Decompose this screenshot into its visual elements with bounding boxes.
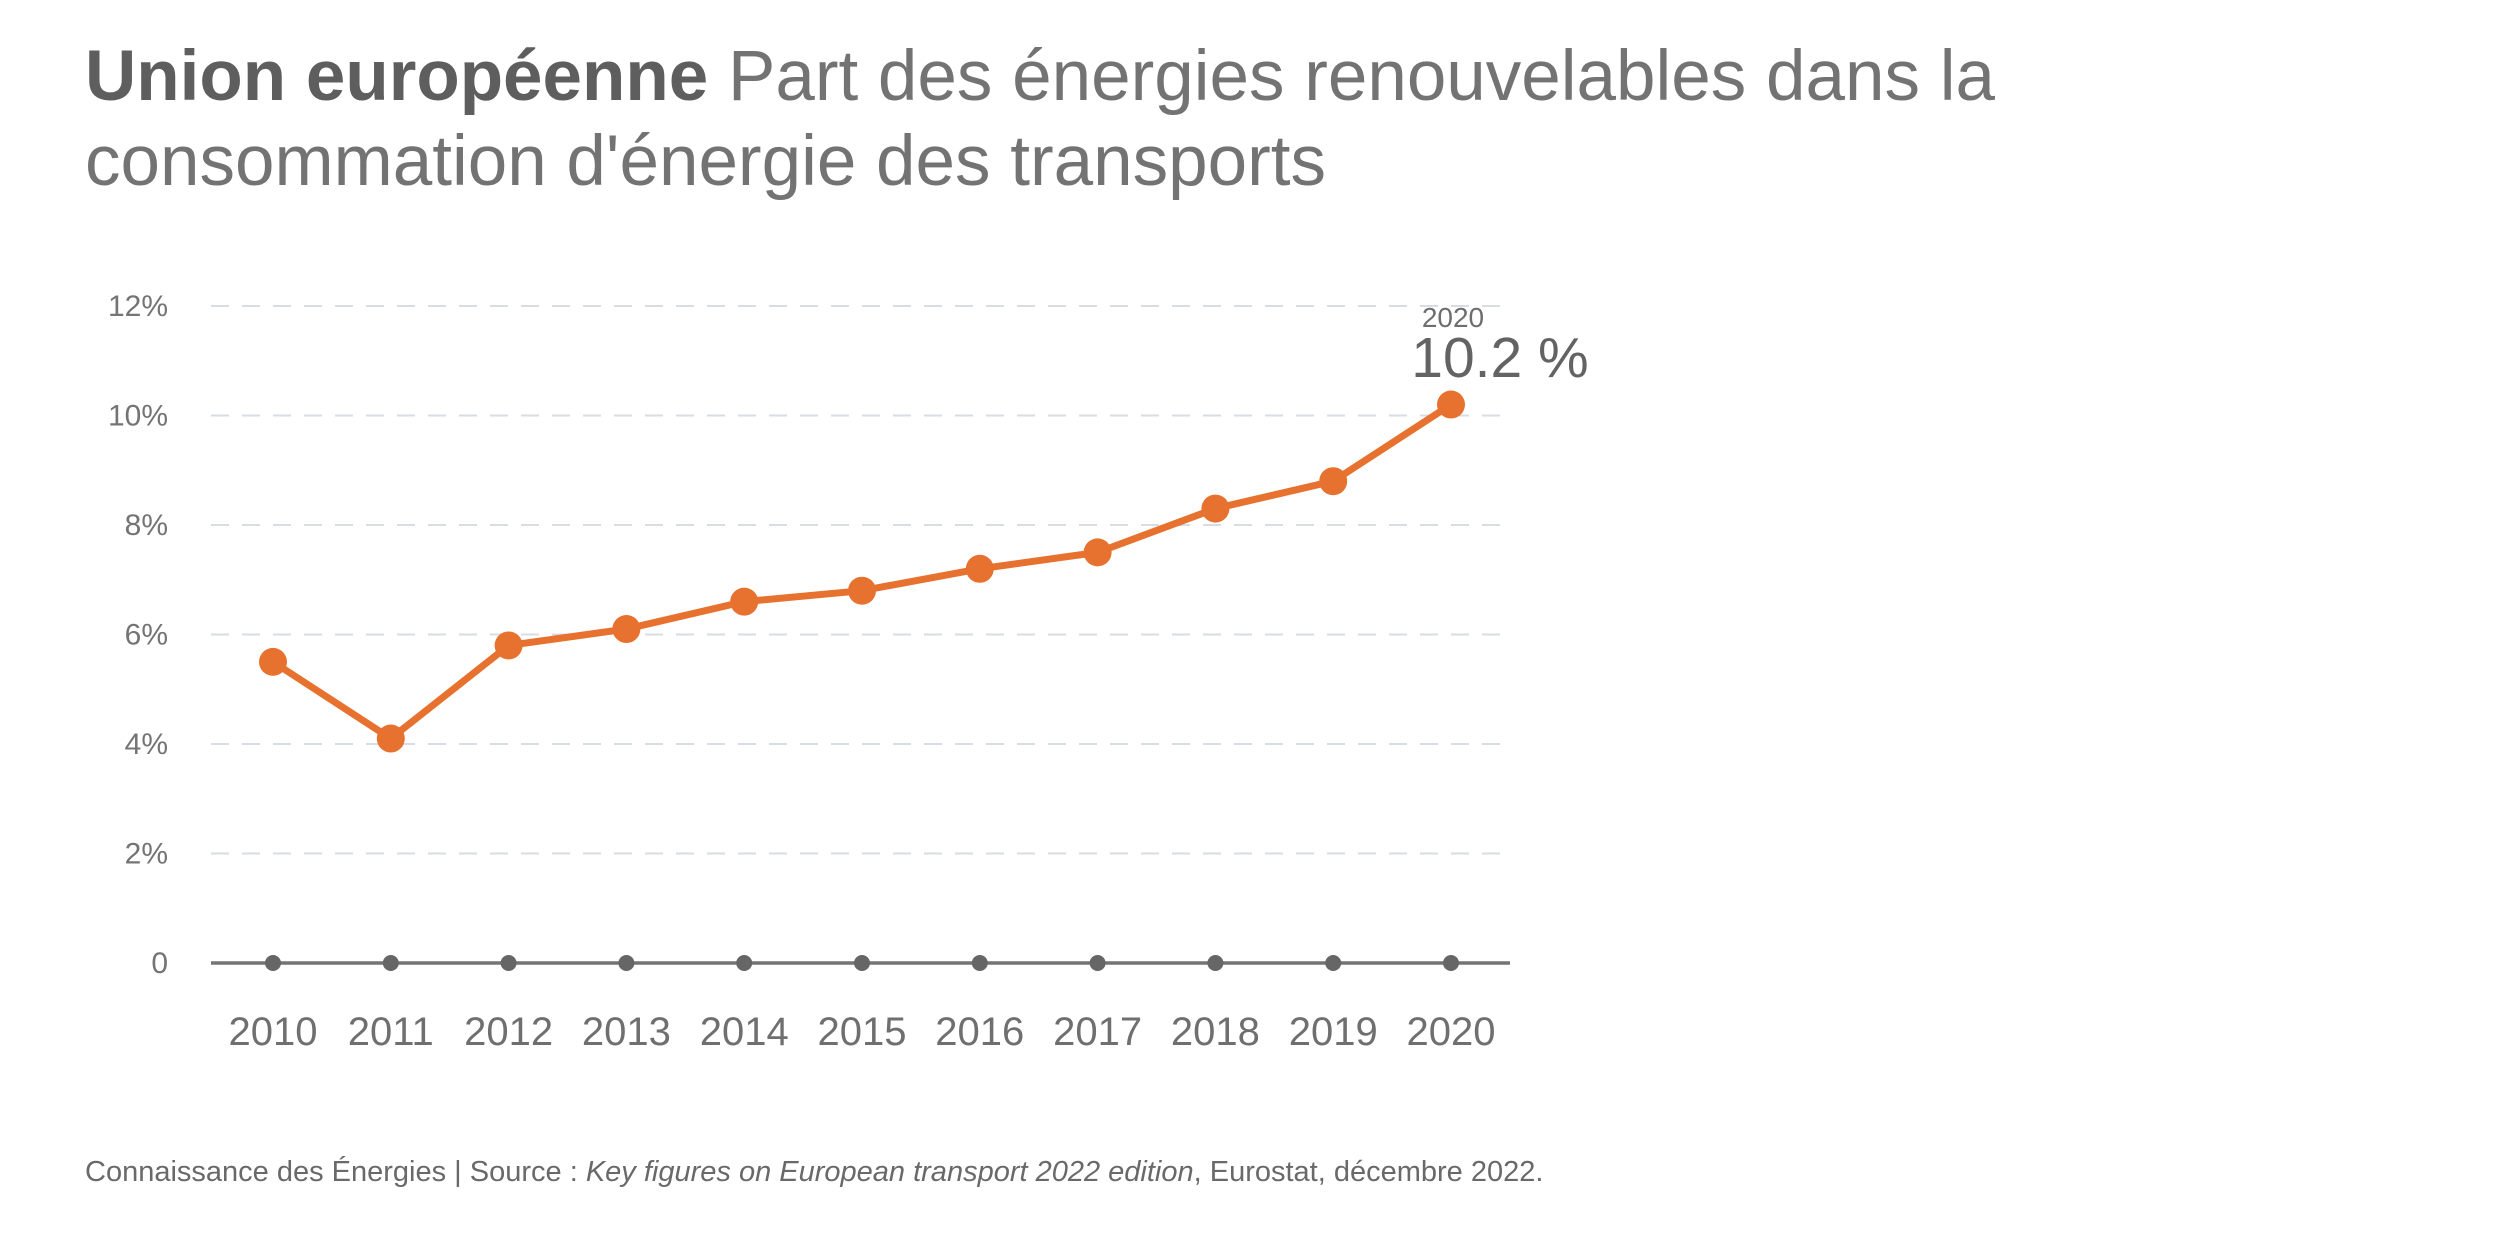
data-line [269, 401, 1455, 743]
source-line: Connaissance des Énergies | Source : Key… [85, 1156, 1543, 1189]
data-point [494, 631, 523, 660]
x-tick-dot [1443, 955, 1459, 971]
x-tick-dot [382, 955, 399, 971]
x-tick-label: 2010 [229, 1010, 318, 1054]
chart-title: Union européenne Part des énergies renou… [85, 34, 2205, 204]
x-tick-dot [1207, 955, 1224, 971]
x-tick-dot [265, 955, 281, 971]
data-point [1437, 390, 1465, 419]
data-point [965, 554, 994, 583]
x-tick-label: 2014 [700, 1010, 789, 1054]
y-tick-label: 10% [108, 400, 168, 433]
chart-title-region: Union européenne [85, 37, 709, 116]
data-point [1201, 494, 1230, 523]
data-point [259, 647, 287, 676]
x-tick-dot [736, 955, 753, 971]
y-tick-label: 8% [125, 509, 168, 542]
data-point [730, 587, 759, 616]
x-tick-dot [971, 955, 988, 971]
source-suffix: , Eurostat, décembre 2022. [1193, 1156, 1544, 1188]
x-tick-dot [1325, 955, 1342, 971]
x-tick-label: 2019 [1289, 1010, 1378, 1054]
source-prefix: Connaissance des Énergies | Source : [85, 1156, 586, 1188]
data-point [376, 724, 405, 753]
x-tick-dot [854, 955, 870, 971]
x-tick-label: 2013 [582, 1010, 671, 1054]
x-tick-dot [500, 955, 517, 971]
y-tick-label: 0 [151, 947, 168, 980]
y-tick-label: 2% [125, 838, 168, 871]
source-title: Key figures on European transport 2022 e… [585, 1156, 1194, 1188]
data-point [848, 576, 876, 605]
x-tick-label: 2012 [464, 1010, 553, 1054]
y-tick-label: 6% [125, 619, 168, 652]
x-tick-dot [618, 955, 635, 971]
data-point [1083, 538, 1112, 567]
x-tick-label: 2020 [1407, 1010, 1496, 1054]
x-tick-label: 2017 [1053, 1010, 1142, 1054]
x-tick-label: 2015 [818, 1010, 907, 1054]
y-tick-label: 12% [108, 290, 168, 323]
data-point [612, 615, 641, 644]
data-point [1319, 467, 1348, 496]
annotation-year-label: 2020 [1422, 302, 1484, 333]
x-tick-dot [1089, 955, 1106, 971]
x-tick-label: 2018 [1171, 1010, 1260, 1054]
x-tick-label: 2016 [935, 1010, 1024, 1054]
annotation-value-label: 10.2 % [1411, 326, 1588, 390]
x-tick-label: 2011 [348, 1010, 434, 1054]
y-tick-label: 4% [125, 728, 168, 761]
chart-title-subject: Part des énergies renouvelables dans la … [85, 37, 1995, 201]
